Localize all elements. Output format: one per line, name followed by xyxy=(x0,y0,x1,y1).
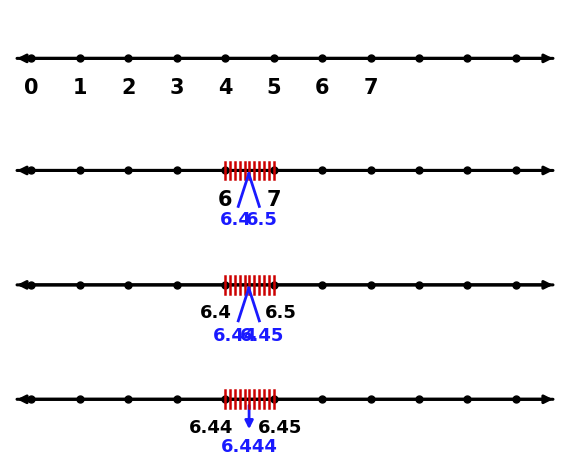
Text: 0: 0 xyxy=(24,78,39,98)
Text: 7: 7 xyxy=(266,190,281,210)
Text: 6: 6 xyxy=(315,78,329,98)
Text: 6.5: 6.5 xyxy=(264,304,296,323)
Text: 4: 4 xyxy=(218,78,233,98)
Text: 6.444: 6.444 xyxy=(221,438,278,456)
Text: 1: 1 xyxy=(72,78,87,98)
Text: 6.4: 6.4 xyxy=(200,304,231,323)
Text: 6.4: 6.4 xyxy=(219,211,251,229)
Text: 2: 2 xyxy=(121,78,136,98)
Text: 6.44: 6.44 xyxy=(189,419,233,437)
Text: 6.44: 6.44 xyxy=(213,327,258,345)
Text: 6.5: 6.5 xyxy=(246,211,278,229)
Text: 6: 6 xyxy=(218,190,233,210)
Text: 5: 5 xyxy=(266,78,281,98)
Text: 6.45: 6.45 xyxy=(258,419,303,437)
Text: 6.45: 6.45 xyxy=(240,327,284,345)
Text: 7: 7 xyxy=(363,78,378,98)
Text: 3: 3 xyxy=(169,78,184,98)
